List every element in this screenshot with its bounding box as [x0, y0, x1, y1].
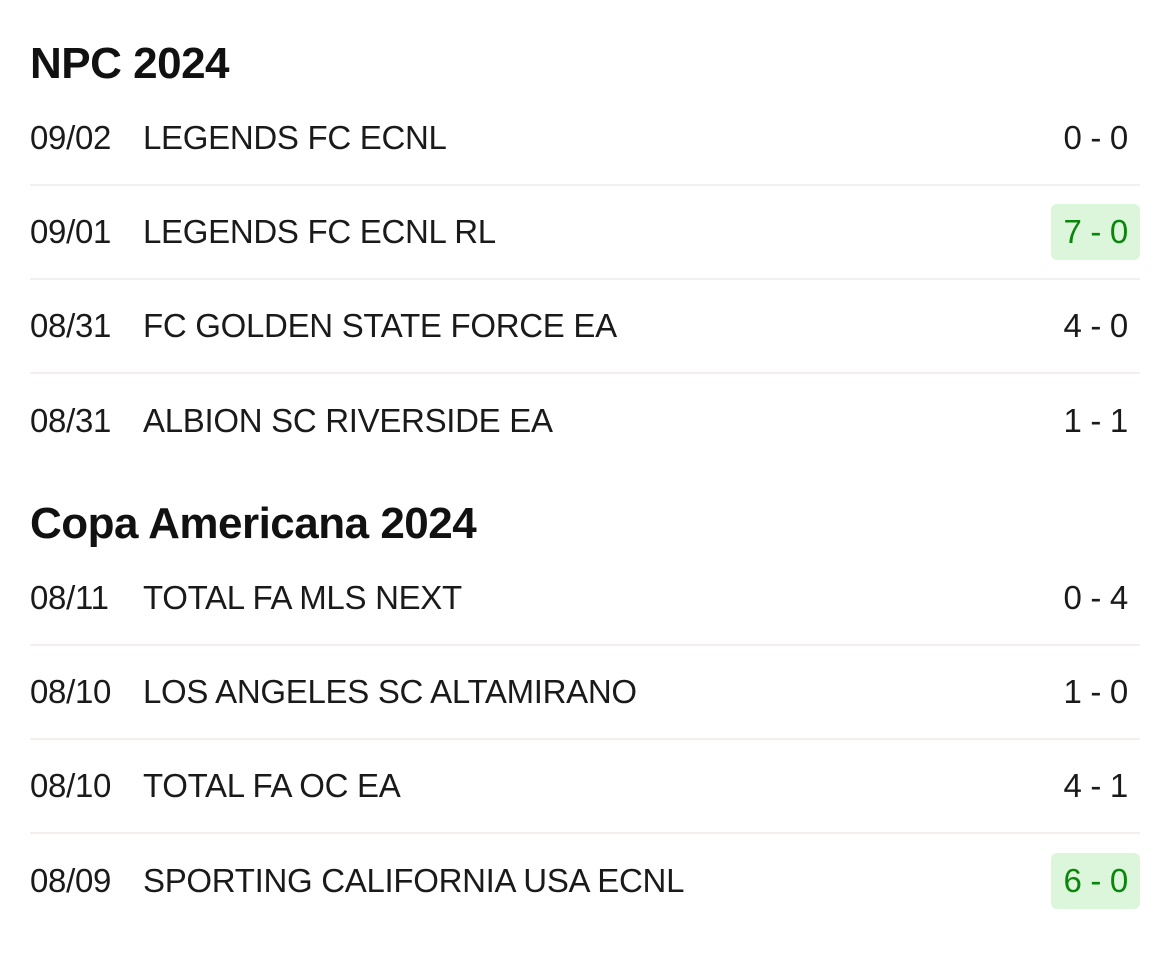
match-opponent: ALBION SC RIVERSIDE EA: [143, 402, 553, 439]
section-title: Copa Americana 2024: [30, 499, 477, 548]
tournament-section: Copa Americana 2024 08/11 TOTAL FA MLS N…: [30, 498, 1140, 928]
match-date: 08/10: [30, 673, 112, 710]
match-date: 08/11: [30, 579, 109, 616]
match-row[interactable]: 09/02 LEGENDS FC ECNL 0 - 0: [30, 92, 1140, 186]
section-rows: 08/11 TOTAL FA MLS NEXT 0 - 4 08/10 LOS …: [30, 552, 1140, 928]
match-list: NPC 2024 09/02 LEGENDS FC ECNL 0 - 0 09/…: [0, 38, 1170, 928]
match-date: 08/10: [30, 767, 112, 804]
match-row[interactable]: 09/01 LEGENDS FC ECNL RL 7 - 0: [30, 186, 1140, 280]
section-rows: 09/02 LEGENDS FC ECNL 0 - 0 09/01 LEGEND…: [30, 92, 1140, 468]
match-score: 7 - 0: [1051, 204, 1140, 260]
match-opponent: TOTAL FA MLS NEXT: [143, 579, 462, 616]
match-row[interactable]: 08/31 ALBION SC RIVERSIDE EA 1 - 1: [30, 374, 1140, 468]
match-score: 4 - 0: [1063, 307, 1128, 344]
match-row[interactable]: 08/10 LOS ANGELES SC ALTAMIRANO 1 - 0: [30, 646, 1140, 740]
tournament-section: NPC 2024 09/02 LEGENDS FC ECNL 0 - 0 09/…: [30, 38, 1140, 468]
match-opponent: TOTAL FA OC EA: [143, 767, 401, 804]
match-opponent: FC GOLDEN STATE FORCE EA: [143, 307, 617, 344]
match-score: 1 - 0: [1063, 673, 1128, 710]
match-row[interactable]: 08/09 SPORTING CALIFORNIA USA ECNL 6 - 0: [30, 834, 1140, 928]
match-score: 1 - 1: [1063, 402, 1128, 439]
match-score: 0 - 4: [1063, 579, 1128, 616]
match-date: 09/01: [30, 213, 112, 250]
match-date: 08/09: [30, 862, 112, 899]
match-opponent: LEGENDS FC ECNL: [143, 119, 447, 156]
match-opponent: SPORTING CALIFORNIA USA ECNL: [143, 862, 685, 899]
match-row[interactable]: 08/11 TOTAL FA MLS NEXT 0 - 4: [30, 552, 1140, 646]
match-score: 6 - 0: [1051, 853, 1140, 909]
match-date: 09/02: [30, 119, 112, 156]
match-date: 08/31: [30, 307, 112, 344]
match-opponent: LEGENDS FC ECNL RL: [143, 213, 496, 250]
match-opponent: LOS ANGELES SC ALTAMIRANO: [143, 673, 637, 710]
match-date: 08/31: [30, 402, 112, 439]
match-row[interactable]: 08/10 TOTAL FA OC EA 4 - 1: [30, 740, 1140, 834]
match-score: 0 - 0: [1063, 119, 1128, 156]
match-row[interactable]: 08/31 FC GOLDEN STATE FORCE EA 4 - 0: [30, 280, 1140, 374]
match-score: 4 - 1: [1063, 767, 1128, 804]
section-title: NPC 2024: [30, 39, 230, 88]
